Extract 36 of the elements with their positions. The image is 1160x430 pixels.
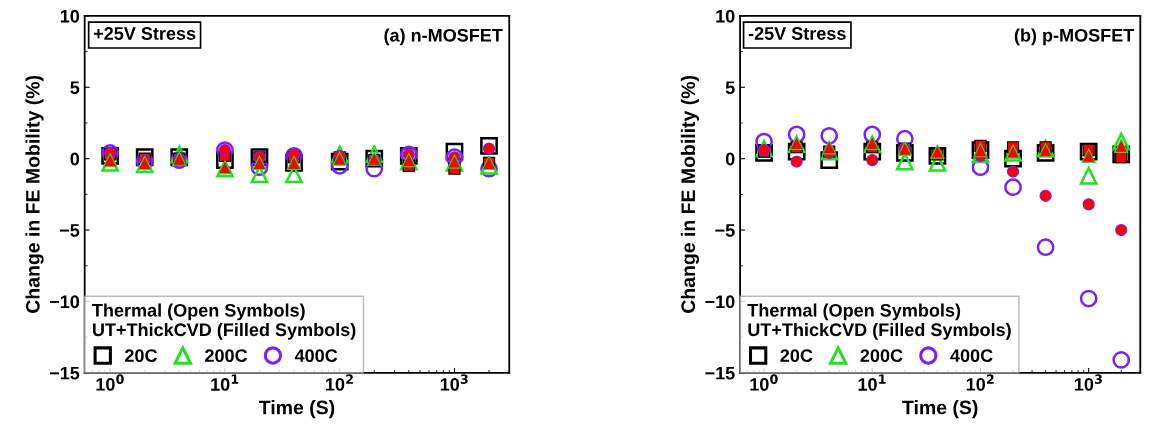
x-tick-label: 10$^{1}$ — [858, 374, 886, 391]
y-tick-label: 10 — [716, 9, 735, 23]
y-tick-label: −5 — [715, 224, 735, 237]
annotation: -25V Stress — [748, 27, 846, 40]
x-tick-label: 10$^{2}$ — [966, 374, 994, 391]
y-tick-label: −15 — [705, 366, 735, 380]
x-tick-label: 10$^{3}$ — [1074, 374, 1102, 391]
x-tick-label: 10$^{1}$ — [211, 374, 239, 391]
y-tick-label: −10 — [705, 295, 735, 309]
y-tick-label: 0 — [725, 152, 735, 166]
x-tick-label: 10$^{0}$ — [96, 374, 124, 391]
y-tick-label: −5 — [59, 224, 80, 237]
x-tick-label: 10$^{2}$ — [326, 374, 353, 391]
text: (a) n-MOSFET — [384, 28, 503, 46]
y-tick-label: −10 — [49, 295, 80, 309]
x-axis-title: Time (S) — [259, 400, 335, 419]
legend-title: Thermal (Open Symbols) UT+ThickCVD (Filled Symbols) — [747, 303, 1011, 340]
legend-label: 200C — [205, 349, 248, 363]
y-tick-label: 5 — [725, 81, 735, 95]
annotation: +25V Stress — [93, 27, 196, 40]
y-tick-label: 5 — [70, 81, 80, 95]
y-tick-label: 10 — [60, 9, 80, 23]
legend-title: Thermal (Open Symbols) UT+ThickCVD (Filled Symbols) — [92, 303, 356, 340]
y-axis-title: Change in FE Mobility (%) — [680, 75, 700, 313]
legend-label: 400C — [294, 349, 338, 363]
text: (b) p-MOSFET — [1014, 28, 1135, 46]
legend-label: 400C — [950, 349, 993, 363]
legend-label: 200C — [860, 349, 903, 363]
y-tick-label: −15 — [49, 366, 80, 380]
legend-label: 20C — [780, 349, 813, 363]
y-axis-title: Change in FE Mobility (%) — [25, 75, 44, 313]
x-tick-label: 10$^{3}$ — [440, 374, 468, 391]
x-tick-label: 10$^{0}$ — [750, 374, 778, 391]
x-axis-title: Time (S) — [902, 400, 978, 419]
y-tick-label: 0 — [70, 152, 80, 166]
legend-label: 20C — [125, 349, 158, 363]
